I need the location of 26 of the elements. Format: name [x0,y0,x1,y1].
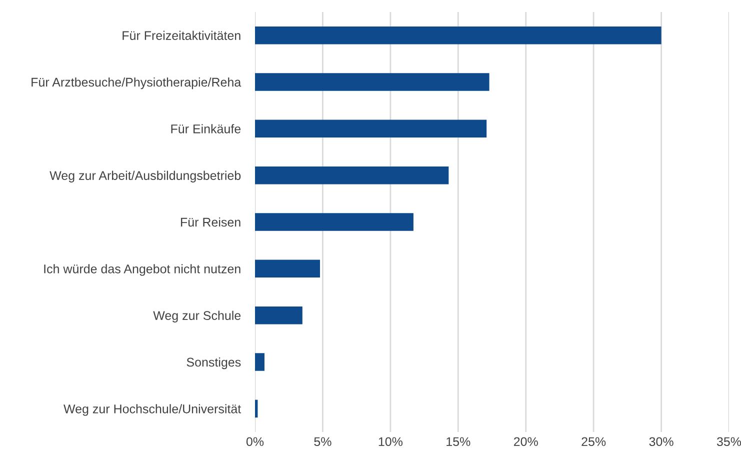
x-tick-label: 20% [514,437,538,446]
y-tick-label: Für Reisen [181,217,240,227]
bar [255,73,490,91]
y-tick-label: Weg zur Arbeit/Ausbildungsbetrieb [50,170,241,182]
bar [255,213,414,231]
y-tick-label: Weg zur Hochschule/Universität [64,404,242,416]
x-tick-label: 15% [446,437,470,446]
x-tick-label: 0% [246,437,264,446]
bar [255,120,487,138]
y-tick-label: Für Arztbesuche/Physiotherapie/Reha [32,77,242,90]
bar [255,306,302,324]
bar [255,26,662,44]
y-tick-label: Für Freizeitaktivitäten [122,30,240,40]
x-tick-label: 30% [649,437,674,446]
x-tick-label: 25% [582,437,606,446]
bar [255,260,320,278]
y-tick-label: Weg zur Schule [153,310,241,322]
bar [255,353,264,371]
x-tick-label: 35% [716,437,741,446]
bar [255,166,449,184]
bar [255,400,258,418]
y-tick-label: Für Einkäufe [171,124,241,134]
y-tick-label: Ich würde das Angebot nicht nutzen [44,264,240,276]
x-tick-label: 5% [314,437,332,446]
x-tick-label: 10% [378,437,402,446]
y-tick-label: Sonstiges [186,357,241,370]
